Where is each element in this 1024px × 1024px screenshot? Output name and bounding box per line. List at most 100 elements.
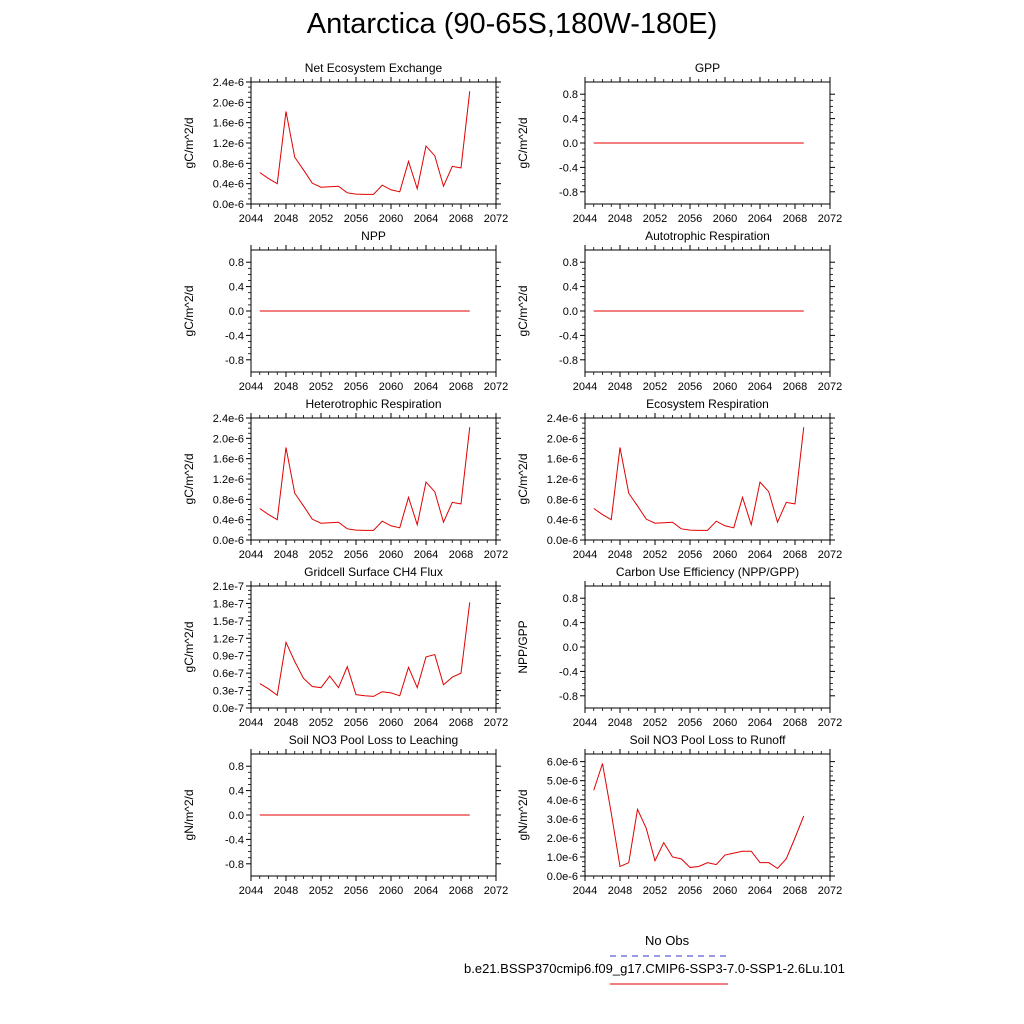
y-tick-label: 0.9e-7 (213, 651, 244, 663)
plot-frame (250, 417, 497, 541)
x-tick-label: 2072 (818, 213, 842, 225)
y-tick-label: 2.4e-6 (213, 77, 244, 89)
x-tick-label: 2064 (414, 717, 438, 729)
x-tick-label: 2052 (309, 717, 333, 729)
chart-title: Ecosystem Respiration (646, 397, 769, 411)
x-tick-label: 2056 (678, 717, 702, 729)
x-tick-label: 2068 (783, 213, 807, 225)
x-tick-label: 2056 (678, 885, 702, 897)
x-tick-label: 2052 (309, 213, 333, 225)
chart-title: Carbon Use Efficiency (NPP/GPP) (616, 565, 799, 579)
chart-title: Net Ecosystem Exchange (305, 61, 443, 75)
plot-frame (250, 81, 497, 205)
x-tick-label: 2068 (783, 381, 807, 393)
x-tick-label: 2052 (643, 213, 667, 225)
y-tick-label: 2.4e-6 (213, 413, 244, 425)
x-tick-label: 2048 (608, 381, 632, 393)
x-tick-label: 2048 (608, 213, 632, 225)
x-tick-label: 2044 (573, 381, 597, 393)
y-tick-label: -0.8 (559, 355, 578, 367)
y-tick-label: 2.4e-6 (547, 413, 578, 425)
chart-panel-3: Autotrophic Respiration gC/m^2/d -0.8 -0.4 0… (516, 229, 842, 393)
x-tick-label: 2060 (713, 381, 737, 393)
y-tick-label: -0.4 (559, 162, 578, 174)
y-tick-label: -0.8 (559, 691, 578, 703)
x-tick-label: 2056 (678, 213, 702, 225)
y-axis-label: gC/m^2/d (182, 454, 196, 505)
x-tick-label: 2044 (239, 717, 263, 729)
y-tick-label: 6.0e-6 (547, 757, 578, 769)
y-tick-label: 2.0e-6 (213, 97, 244, 109)
y-tick-label: 0.4 (229, 282, 244, 294)
x-tick-label: 2064 (748, 213, 772, 225)
y-tick-label: 0.0 (563, 306, 578, 318)
y-tick-label: 0.8 (563, 257, 578, 269)
y-tick-label: 0.6e-7 (213, 668, 244, 680)
x-tick-label: 2056 (344, 381, 368, 393)
x-tick-label: 2048 (274, 213, 298, 225)
y-tick-label: 0.8 (563, 593, 578, 605)
y-tick-label: 0.4 (563, 282, 578, 294)
x-tick-label: 2048 (608, 549, 632, 561)
chart-panel-9: Soil NO3 Pool Loss to Runoff gN/m^2/d 0.0e… (516, 733, 842, 897)
y-tick-label: 0.4 (229, 786, 244, 798)
x-tick-label: 2056 (344, 717, 368, 729)
y-tick-label: 2.0e-6 (213, 433, 244, 445)
x-tick-label: 2048 (608, 717, 632, 729)
y-tick-label: 1.0e-6 (547, 852, 578, 864)
x-tick-label: 2060 (713, 885, 737, 897)
x-tick-label: 2064 (414, 885, 438, 897)
x-tick-label: 2044 (239, 381, 263, 393)
y-axis-label: gN/m^2/d (516, 790, 530, 841)
x-tick-label: 2052 (643, 885, 667, 897)
y-tick-label: -0.4 (559, 330, 578, 342)
y-tick-label: 0.8e-6 (547, 494, 578, 506)
x-tick-label: 2064 (414, 381, 438, 393)
page-title: Antarctica (90-65S,180W-180E) (306, 8, 718, 40)
x-tick-label: 2052 (643, 549, 667, 561)
x-tick-label: 2044 (239, 549, 263, 561)
y-tick-label: 1.2e-7 (213, 633, 244, 645)
y-axis-label: gC/m^2/d (516, 286, 530, 337)
chart-panel-1: GPP gC/m^2/d -0.8 -0.4 0.0 0.4 0.8 2044 2048 2052… (516, 61, 842, 225)
x-tick-label: 2052 (643, 381, 667, 393)
chart-title: GPP (695, 61, 720, 75)
y-tick-label: 1.8e-7 (213, 598, 244, 610)
y-axis-label: gN/m^2/d (182, 790, 196, 841)
x-tick-label: 2064 (414, 549, 438, 561)
x-tick-label: 2072 (484, 549, 508, 561)
series-line (259, 427, 471, 531)
y-tick-label: 5.0e-6 (547, 776, 578, 788)
x-tick-label: 2072 (818, 885, 842, 897)
chart-panel-4: Heterotrophic Respiration gC/m^2/d 0.0e-6 0… (182, 397, 508, 561)
chart-title: Gridcell Surface CH4 Flux (304, 565, 443, 579)
x-tick-label: 2052 (309, 885, 333, 897)
y-tick-label: 0.0 (563, 138, 578, 150)
x-tick-label: 2056 (344, 549, 368, 561)
y-tick-label: 1.2e-6 (213, 474, 244, 486)
y-tick-label: 0.4 (563, 114, 578, 126)
y-tick-label: 1.6e-6 (213, 118, 244, 130)
x-tick-label: 2048 (274, 381, 298, 393)
y-tick-label: 0.4 (563, 618, 578, 630)
series-line (593, 763, 805, 870)
y-tick-label: 0.0e-6 (547, 535, 578, 547)
x-tick-label: 2056 (344, 885, 368, 897)
x-tick-label: 2068 (449, 885, 473, 897)
y-tick-label: 0.4e-6 (213, 515, 244, 527)
chart-panel-8: Soil NO3 Pool Loss to Leaching gN/m^2/d -0… (182, 733, 508, 897)
x-tick-label: 2048 (274, 885, 298, 897)
legend-label-no-obs: No Obs (645, 933, 690, 948)
y-tick-label: -0.4 (225, 834, 244, 846)
series-line (259, 602, 471, 697)
x-tick-label: 2060 (379, 717, 403, 729)
x-tick-label: 2064 (748, 885, 772, 897)
x-tick-label: 2052 (309, 381, 333, 393)
x-tick-label: 2064 (748, 549, 772, 561)
y-tick-label: 4.0e-6 (547, 795, 578, 807)
x-tick-label: 2060 (379, 549, 403, 561)
y-axis-label: gC/m^2/d (182, 118, 196, 169)
legend-label-simulation: b.e21.BSSP370cmip6.f09_g17.CMIP6-SSP3-7.… (464, 961, 845, 976)
x-tick-label: 2068 (449, 717, 473, 729)
